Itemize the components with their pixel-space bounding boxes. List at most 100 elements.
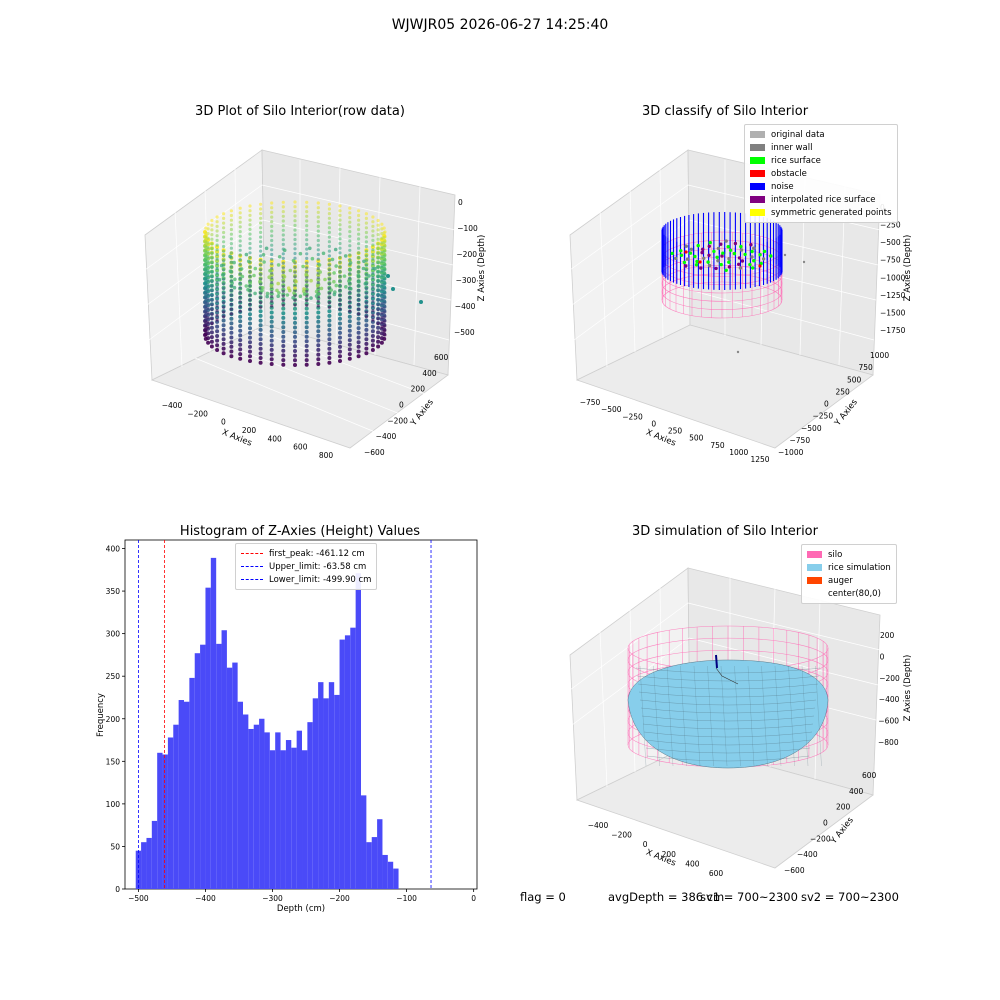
raw-point bbox=[253, 291, 257, 296]
raw-point bbox=[270, 248, 274, 252]
raw-point bbox=[382, 259, 386, 263]
raw-point bbox=[293, 330, 297, 335]
raw-point bbox=[347, 347, 352, 352]
raw-point bbox=[327, 263, 331, 267]
raw-point bbox=[327, 202, 331, 206]
raw-point bbox=[364, 221, 368, 225]
raw-point bbox=[229, 307, 233, 311]
raw-point bbox=[304, 325, 309, 330]
raw-point bbox=[316, 338, 321, 343]
classify-y-tick: 1000 bbox=[870, 351, 889, 360]
raw-point bbox=[288, 268, 293, 273]
raw-point bbox=[281, 325, 286, 330]
raw-point bbox=[305, 261, 309, 265]
raw-point bbox=[281, 219, 285, 223]
raw-point bbox=[259, 221, 263, 225]
rice-surface-point bbox=[712, 249, 716, 254]
raw-point bbox=[304, 330, 309, 334]
raw-point bbox=[222, 216, 226, 220]
raw-point bbox=[248, 227, 252, 231]
raw-point bbox=[338, 241, 342, 246]
rice-surface-point bbox=[695, 259, 699, 264]
raw-point bbox=[206, 260, 210, 264]
histogram-bar bbox=[275, 732, 281, 889]
raw-point bbox=[338, 330, 342, 335]
raw-point bbox=[305, 303, 309, 307]
raw-point bbox=[364, 315, 368, 319]
raw-point bbox=[304, 311, 309, 316]
rice-surface-point bbox=[707, 244, 711, 248]
raw-point bbox=[210, 256, 214, 260]
raw-point bbox=[348, 248, 352, 252]
histogram-bar bbox=[243, 714, 249, 889]
raw-point bbox=[215, 313, 219, 317]
raw-point bbox=[327, 323, 332, 328]
rice-surface-point bbox=[727, 265, 732, 269]
simulation-y-tick: 400 bbox=[849, 787, 864, 796]
raw-point bbox=[229, 209, 233, 213]
histogram-xlabel: Depth (cm) bbox=[277, 904, 325, 914]
histogram-bar bbox=[280, 750, 286, 889]
raw-point bbox=[259, 202, 263, 206]
raw-point bbox=[215, 252, 219, 257]
raw-point bbox=[316, 276, 320, 280]
raw-point bbox=[327, 216, 331, 220]
raw-point bbox=[281, 210, 285, 214]
raw-point bbox=[215, 324, 220, 329]
raw-point bbox=[347, 319, 352, 324]
raw-point bbox=[221, 351, 226, 356]
simulation-legend-label: center(80,0) bbox=[828, 588, 881, 599]
rice-surface-point bbox=[726, 245, 730, 249]
raw-point bbox=[347, 324, 352, 328]
raw-point bbox=[222, 259, 226, 263]
rice-mesh-line bbox=[815, 665, 822, 767]
raw-point bbox=[316, 220, 320, 224]
raw-point bbox=[270, 215, 274, 219]
raw-point bbox=[248, 335, 252, 340]
raw-point bbox=[316, 352, 321, 357]
raw-point bbox=[215, 215, 219, 219]
raw-point bbox=[357, 307, 361, 311]
raw-point bbox=[382, 324, 386, 328]
raw-point bbox=[321, 251, 326, 256]
classify-x-tick: 1000 bbox=[729, 448, 748, 457]
raw-point bbox=[215, 229, 219, 233]
raw-point bbox=[270, 271, 274, 275]
raw-point bbox=[334, 283, 339, 288]
raw-point bbox=[270, 224, 274, 228]
rice-surface-point bbox=[696, 243, 700, 248]
raw-point bbox=[258, 313, 263, 318]
raw-point bbox=[371, 238, 375, 242]
raw-point bbox=[232, 285, 237, 290]
raw-point bbox=[376, 344, 381, 349]
raw-point bbox=[238, 258, 242, 262]
raw-point bbox=[338, 270, 342, 274]
raw-point bbox=[364, 301, 368, 305]
raw-point bbox=[281, 280, 285, 284]
classify-x-tick: −250 bbox=[622, 412, 643, 421]
raw-point bbox=[364, 235, 368, 239]
raw-point bbox=[419, 300, 423, 304]
histogram-bar bbox=[285, 740, 292, 889]
raw-point bbox=[206, 250, 210, 254]
original-point bbox=[783, 253, 787, 257]
raw-point bbox=[338, 227, 342, 231]
raw-point bbox=[209, 335, 214, 340]
raw-point bbox=[210, 223, 214, 227]
raw-point bbox=[259, 230, 263, 234]
raw-point bbox=[364, 226, 368, 230]
rice-mesh-line bbox=[693, 665, 701, 767]
raw-point bbox=[281, 311, 286, 316]
raw-plot-title: 3D Plot of Silo Interior(row data) bbox=[195, 104, 405, 119]
raw-point bbox=[376, 312, 380, 316]
raw-point bbox=[382, 254, 386, 258]
rice-surface-point bbox=[679, 253, 684, 257]
histogram-bar bbox=[162, 754, 168, 889]
raw-point bbox=[238, 253, 242, 257]
raw-point bbox=[293, 251, 297, 256]
raw-point bbox=[258, 360, 263, 365]
histogram-bar bbox=[232, 662, 238, 889]
raw-point bbox=[376, 251, 380, 255]
raw-point bbox=[270, 206, 274, 210]
raw-point bbox=[210, 317, 214, 321]
